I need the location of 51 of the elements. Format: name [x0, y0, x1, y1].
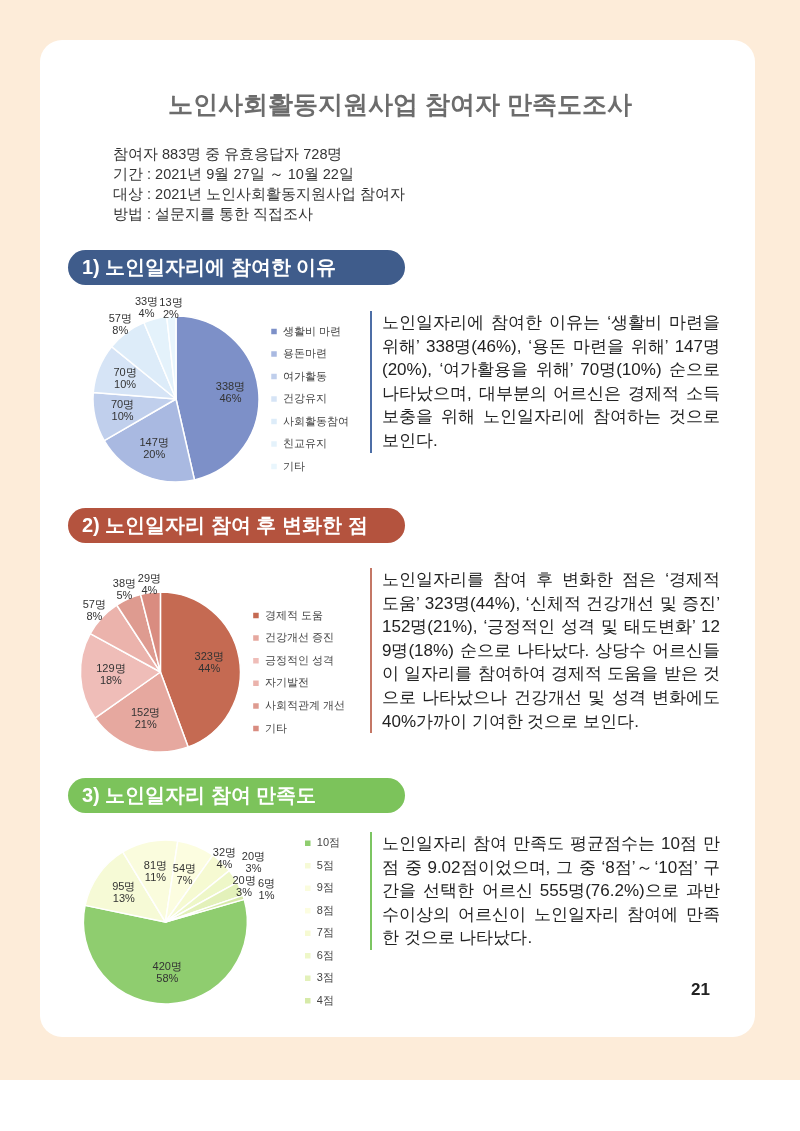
chart-title: 1) 노인일자리에 참여한 이유	[68, 250, 405, 285]
data-label: 147명 20%	[139, 436, 169, 461]
legend-label: 기타	[283, 459, 305, 472]
data-label: 323명 44%	[194, 650, 224, 675]
legend-label: 친교유지	[283, 437, 327, 450]
data-label: 29명 4%	[137, 571, 162, 596]
legend-label: 9점	[316, 881, 334, 894]
legend-label: 4점	[316, 993, 334, 1006]
legend-label: 기타	[264, 721, 287, 734]
data-label: 81명 11%	[143, 859, 168, 884]
legend-label: 3점	[316, 971, 334, 984]
data-label: 38명 5%	[112, 577, 137, 602]
legend-label: 건강유지	[283, 392, 327, 405]
text: 21	[691, 980, 710, 1000]
data-label: 129명 18%	[96, 661, 126, 686]
text: 노인사회활동지원사업 참여자 만족도조사	[167, 89, 633, 120]
legend-label: 여가활동	[283, 369, 327, 382]
data-label: 32명 4%	[212, 846, 237, 871]
legend-label: 10점	[316, 836, 341, 849]
data-label: 54명 7%	[172, 861, 197, 886]
legend-label: 사회적관계 개선	[264, 698, 346, 711]
legend-label: 8점	[316, 903, 334, 916]
chart-title: 2) 노인일자리 참여 후 변화한 점	[68, 508, 405, 543]
data-label: 420명 58%	[152, 959, 182, 984]
legend-label: 생활비 마련	[283, 324, 342, 337]
data-label: 20명 3%	[241, 850, 266, 875]
text: 노인일자리 참여 만족도 평균점수는 10점 만점 중 9.02점이었으며, 그 중 ‘8점’～‘10점’ 구간을 선택한 어르신 555명(76.2%)으로 과반수이상의 어르신이 노인일자리 참여에 만족한 것으로 나타났다.	[370, 832, 720, 950]
legend-label: 긍정적인 성격	[264, 653, 335, 666]
data-label: 57명 8%	[108, 311, 132, 336]
data-label: 95명 13%	[112, 879, 136, 904]
text: 참여자 883명 중 유효응답자 728명 기간 : 2021년 9월 27일 ～ 10월 22일 대상 : 2021년 노인사회활동지원사업 참여자 방법 : 설문지를 통한 직접조사	[113, 145, 406, 224]
legend-label: 6점	[316, 948, 334, 961]
legend-label: 7점	[316, 926, 334, 939]
legend-label: 경제적 도움	[264, 608, 324, 621]
legend-label: 건강개선 증진	[264, 631, 335, 644]
legend-label: 용돈마련	[283, 347, 327, 360]
data-label: 70명 10%	[113, 365, 137, 390]
legend-label: 5점	[316, 858, 334, 871]
data-label: 33명 4%	[134, 294, 159, 319]
text: 노인일자리에 참여한 이유는 ‘생활비 마련을 위해’ 338명(46%), ‘용돈 마련을 위해’ 147명(20%), ‘여가활용을 위해’ 70명(10%) 순으로 나타났으며, 대부분의 어르신은 경제적 소득 보충을 위해 노인일자리에 참여하는 것으로 보인다.	[370, 311, 720, 453]
data-label: 13명 2%	[159, 295, 183, 320]
data-label: 338명 46%	[215, 379, 246, 404]
data-label: 70명 10%	[110, 398, 135, 423]
legend-label: 사회활동참여	[283, 414, 349, 427]
text: 노인일자리를 참여 후 변화한 점은 ‘경제적 도움’ 323명(44%), ‘신체적 건강개선 및 증진’ 152명(21%), ‘긍정적인 성격 및 태도변화’ 129명(18%) 순으로 나타났다. 상당수 어르신들이 일자리를 참여하여 경제적 도움을 받은 것으로 나타났으나 건강개선 및 성격 변화에도 40%가까이 기여한 것으로 보인다.	[370, 568, 720, 734]
data-label: 57명 8%	[82, 597, 106, 622]
data-label: 6명 1%	[257, 877, 276, 902]
data-label: 20명 3%	[232, 874, 256, 899]
chart-title: 3) 노인일자리 참여 만족도	[68, 778, 405, 813]
legend-label: 자기발전	[264, 676, 309, 689]
data-label: 152명 21%	[130, 706, 161, 731]
